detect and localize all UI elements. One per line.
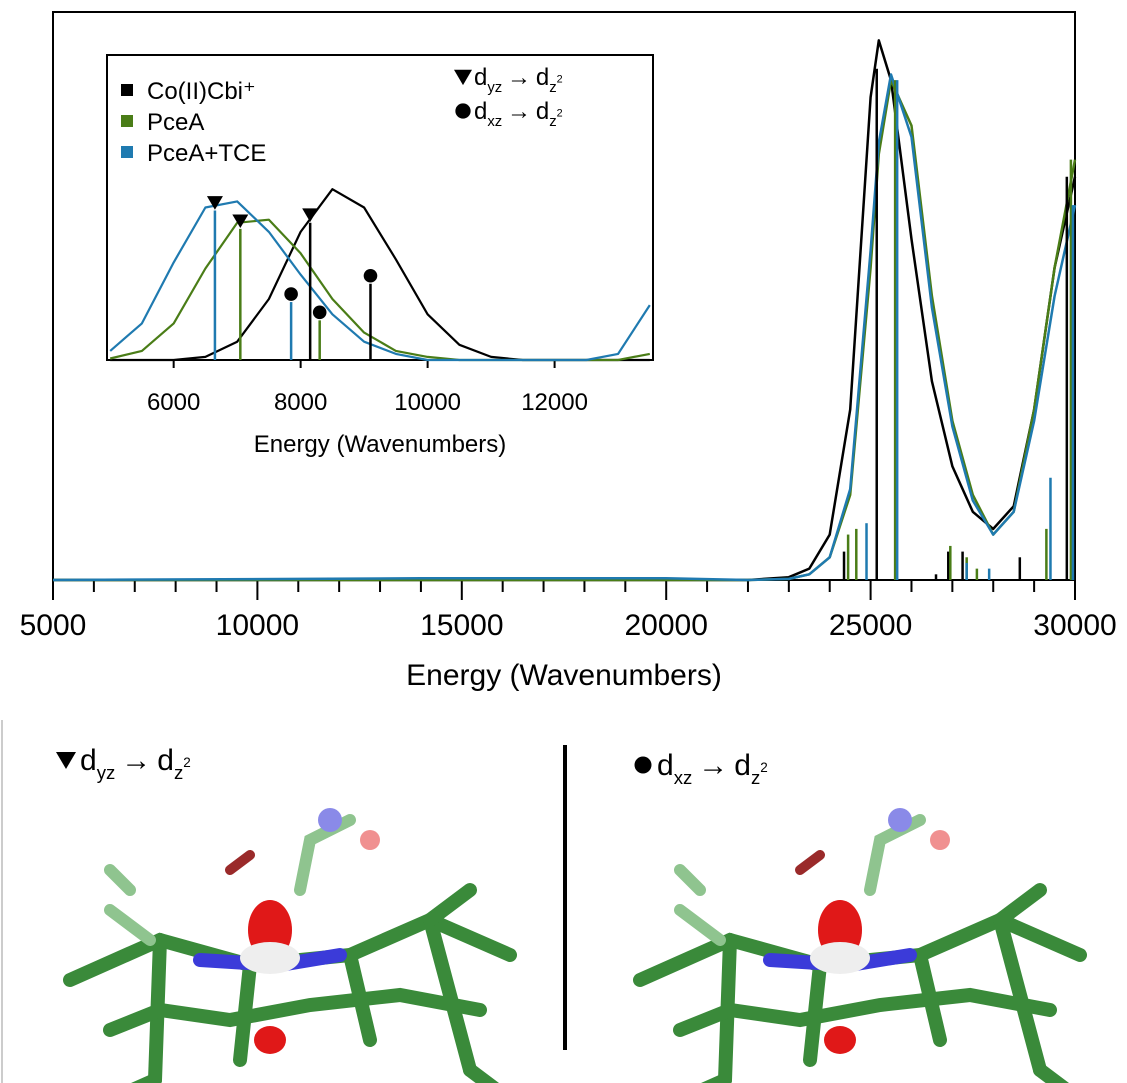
label-part: d <box>474 64 487 91</box>
spectrum-line <box>52 73 1077 582</box>
marker-triangle <box>302 208 319 222</box>
label-part: z <box>549 80 556 96</box>
marker-triangle <box>56 752 76 769</box>
label-part: d <box>536 98 549 125</box>
marker-circle <box>363 268 378 283</box>
label-part: → <box>507 64 531 91</box>
transition-label: dxz → dz2 <box>474 98 563 130</box>
spectrum-line <box>109 200 651 362</box>
legend-label: PceA <box>147 109 204 136</box>
x-tick-label: 8000 <box>274 389 327 416</box>
label-part: z <box>174 762 183 783</box>
label-part: 2 <box>557 108 563 120</box>
label-part: → <box>507 98 531 125</box>
legend-swatch <box>121 115 133 127</box>
legend-label: Co(II)Cbi⁺ <box>147 78 256 105</box>
axes-frame <box>52 11 1076 580</box>
label-part: xz <box>674 767 693 788</box>
molecule-right <box>640 808 1080 1083</box>
molecule-left <box>70 808 510 1083</box>
label-part: yz <box>487 80 502 96</box>
label-part: d <box>536 64 549 91</box>
label-part: 2 <box>760 760 768 775</box>
x-tick-label: 20000 <box>624 609 707 642</box>
x-tick-label: 10000 <box>216 609 299 642</box>
label-part: d <box>157 744 174 777</box>
x-axis-label: Energy (Wavenumbers) <box>406 659 722 692</box>
x-tick-label: 25000 <box>829 609 912 642</box>
legend-label: PceA+TCE <box>147 140 266 167</box>
label-part: xz <box>487 114 502 130</box>
label-part: d <box>657 749 674 782</box>
x-tick-label: 12000 <box>521 389 588 416</box>
x-axis-label: Energy (Wavenumbers) <box>254 431 507 458</box>
transition-label: dyz → dz2 <box>80 744 191 783</box>
inset-frame <box>106 54 654 361</box>
label-part: z <box>751 767 760 788</box>
x-tick-label: 10000 <box>394 389 461 416</box>
label-part: z <box>549 114 556 130</box>
x-tick-label: 5000 <box>20 609 87 642</box>
marker-triangle <box>454 69 472 86</box>
label-part: 2 <box>557 74 563 86</box>
transition-label: dyz → dz2 <box>474 64 563 96</box>
marker-circle <box>455 103 471 119</box>
x-tick-label: 6000 <box>147 389 200 416</box>
label-part: → <box>698 749 728 782</box>
marker-triangle <box>206 196 223 210</box>
label-part: d <box>734 749 751 782</box>
legend-swatch <box>121 84 133 96</box>
marker-circle <box>634 756 652 774</box>
label-part: 2 <box>183 755 191 770</box>
label-part: d <box>474 98 487 125</box>
marker-triangle <box>232 214 249 229</box>
transition-label: dxz → dz2 <box>657 749 768 788</box>
x-tick-label: 15000 <box>420 609 503 642</box>
marker-circle <box>312 305 327 320</box>
x-tick-label: 30000 <box>1033 609 1116 642</box>
label-part: d <box>80 744 97 777</box>
marker-circle <box>284 287 298 301</box>
legend-swatch <box>121 146 133 158</box>
label-part: → <box>121 744 151 777</box>
label-part: yz <box>97 762 116 783</box>
